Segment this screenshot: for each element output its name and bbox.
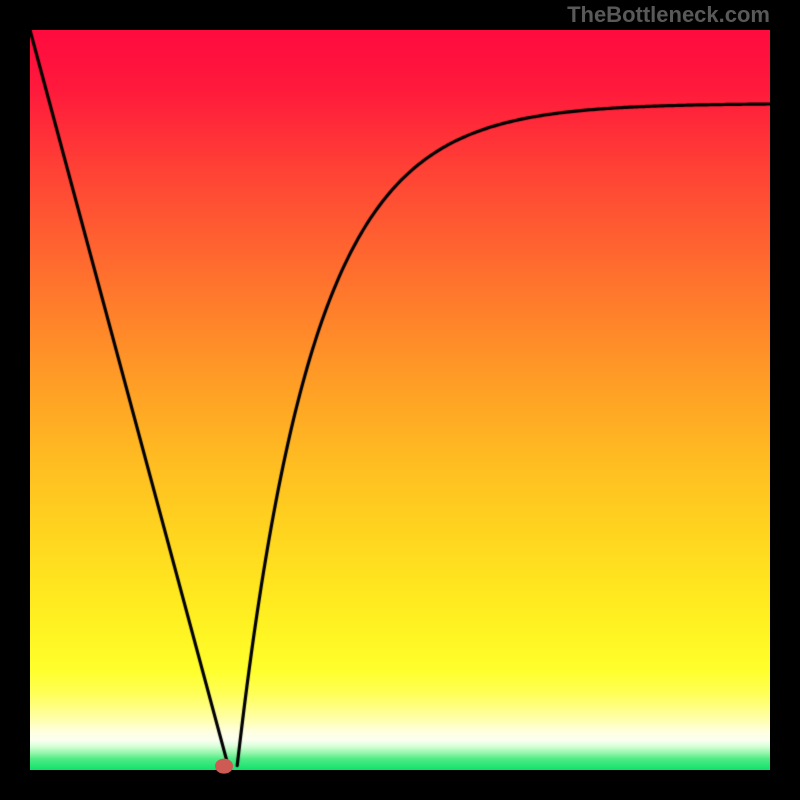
watermark-text: TheBottleneck.com <box>567 2 770 28</box>
bottleneck-curve <box>30 30 770 770</box>
chart-container: TheBottleneck.com <box>0 0 800 800</box>
plot-area <box>30 30 770 770</box>
optimum-marker <box>215 759 233 774</box>
